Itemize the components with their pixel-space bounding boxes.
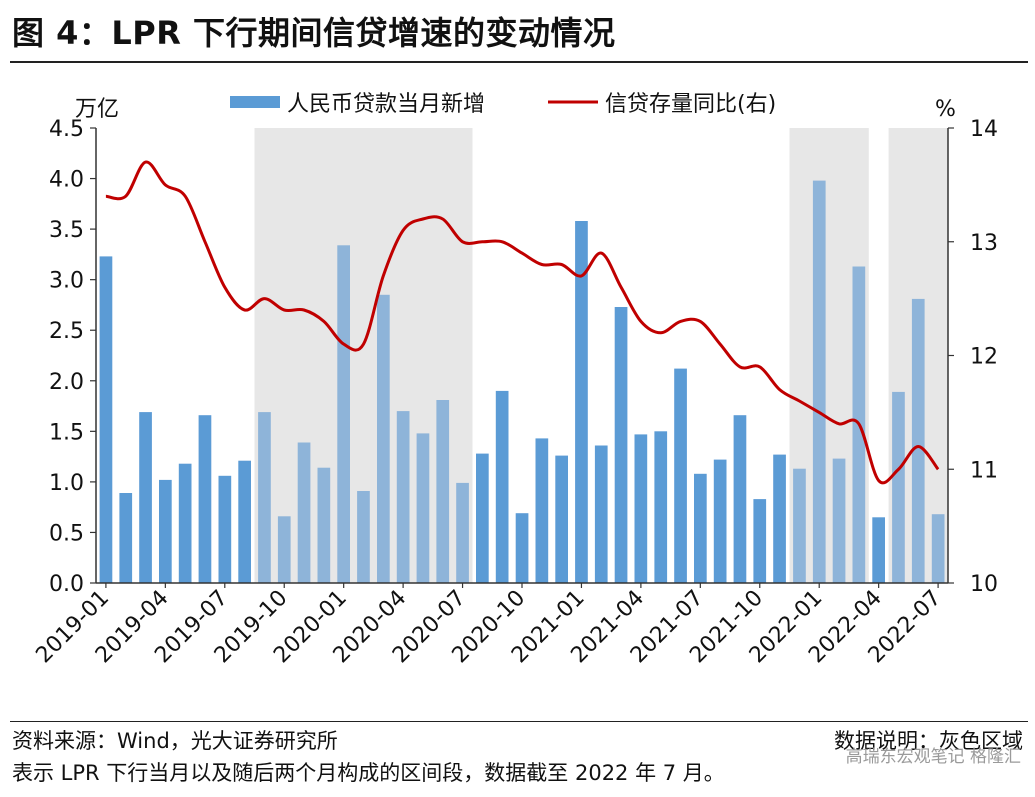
bar: [198, 415, 212, 583]
chart: 0.0 0.5 1.0 1.5 2.0 2.5 3.0 3.5 4.0 4.5 10 11 12 13 14…: [31, 92, 998, 668]
left-tick-label: 3.0: [49, 269, 84, 294]
bar: [297, 442, 311, 583]
bar: [812, 180, 826, 583]
bar: [377, 294, 390, 583]
left-tick-label: 4.0: [49, 168, 84, 193]
bar: [456, 482, 469, 583]
bar: [337, 245, 350, 584]
note-label: 数据说明：灰色区域: [834, 729, 1023, 753]
bar: [238, 460, 251, 583]
bar: [832, 458, 846, 583]
bar: [911, 298, 925, 583]
bar: [674, 368, 687, 583]
bar: [634, 434, 648, 583]
left-tick-label: 2.5: [49, 319, 84, 344]
bar: [416, 433, 430, 583]
left-tick-label: 0.0: [49, 572, 84, 597]
figure-title: 图 4：LPR 下行期间信贷增速的变动情况: [12, 14, 616, 52]
bar: [515, 513, 529, 583]
legend: 人民币贷款当月新增 信贷存量同比(右): [230, 92, 776, 117]
credit-growth-line: [105, 160, 940, 485]
bar: [119, 493, 133, 583]
left-tick-label: 0.5: [49, 521, 84, 546]
left-tick-label: 2.0: [49, 370, 84, 395]
bar: [694, 473, 707, 583]
right-tick-label: 13: [970, 231, 998, 256]
bar: [555, 455, 568, 583]
bar: [614, 307, 628, 583]
bar: [753, 499, 767, 583]
bar: [594, 445, 608, 583]
bar: [258, 412, 271, 583]
bar: [773, 454, 786, 583]
bar: [159, 479, 172, 583]
bar: [931, 514, 945, 583]
source-text: 资料来源：Wind，光大证券研究所: [12, 729, 338, 753]
bar: [535, 438, 549, 583]
bar: [575, 221, 588, 583]
legend-bar-swatch: [230, 96, 280, 108]
bar: [793, 468, 806, 583]
left-tick-label: 3.5: [49, 218, 84, 243]
left-axis-unit: 万亿: [75, 97, 119, 122]
bar: [99, 256, 113, 583]
bar: [733, 415, 747, 583]
right-tick-label: 14: [970, 117, 998, 142]
right-tick-label: 12: [970, 345, 998, 370]
footer-rule: [10, 721, 1028, 722]
legend-line-label: 信贷存量同比(右): [605, 92, 776, 117]
bar-series: [99, 180, 945, 584]
note-text: 表示 LPR 下行当月以及随后两个月构成的区间段，数据截至 2022 年 7 月…: [12, 761, 725, 785]
right-tick-label: 10: [970, 572, 998, 597]
bar: [872, 517, 885, 583]
bar: [396, 411, 410, 583]
bar: [892, 391, 905, 583]
bar: [218, 475, 232, 583]
bar: [436, 400, 450, 583]
bar: [654, 431, 668, 583]
right-axis-unit: %: [935, 97, 956, 122]
left-tick-label: 4.5: [49, 117, 84, 142]
bar: [317, 467, 331, 583]
left-tick-label: 1.0: [49, 471, 84, 496]
bar: [713, 459, 727, 583]
line-series: [105, 160, 940, 485]
bar: [357, 491, 370, 583]
bar: [178, 463, 192, 583]
bar: [476, 453, 489, 583]
right-tick-label: 11: [970, 458, 998, 483]
bar: [495, 390, 509, 583]
bar: [139, 412, 152, 583]
left-tick-label: 1.5: [49, 420, 84, 445]
legend-bar-label: 人民币贷款当月新增: [287, 92, 485, 117]
bar: [277, 516, 291, 583]
title-rule: [10, 61, 1028, 63]
watermark: 高瑞东宏观笔记 格隆汇: [845, 747, 1021, 767]
